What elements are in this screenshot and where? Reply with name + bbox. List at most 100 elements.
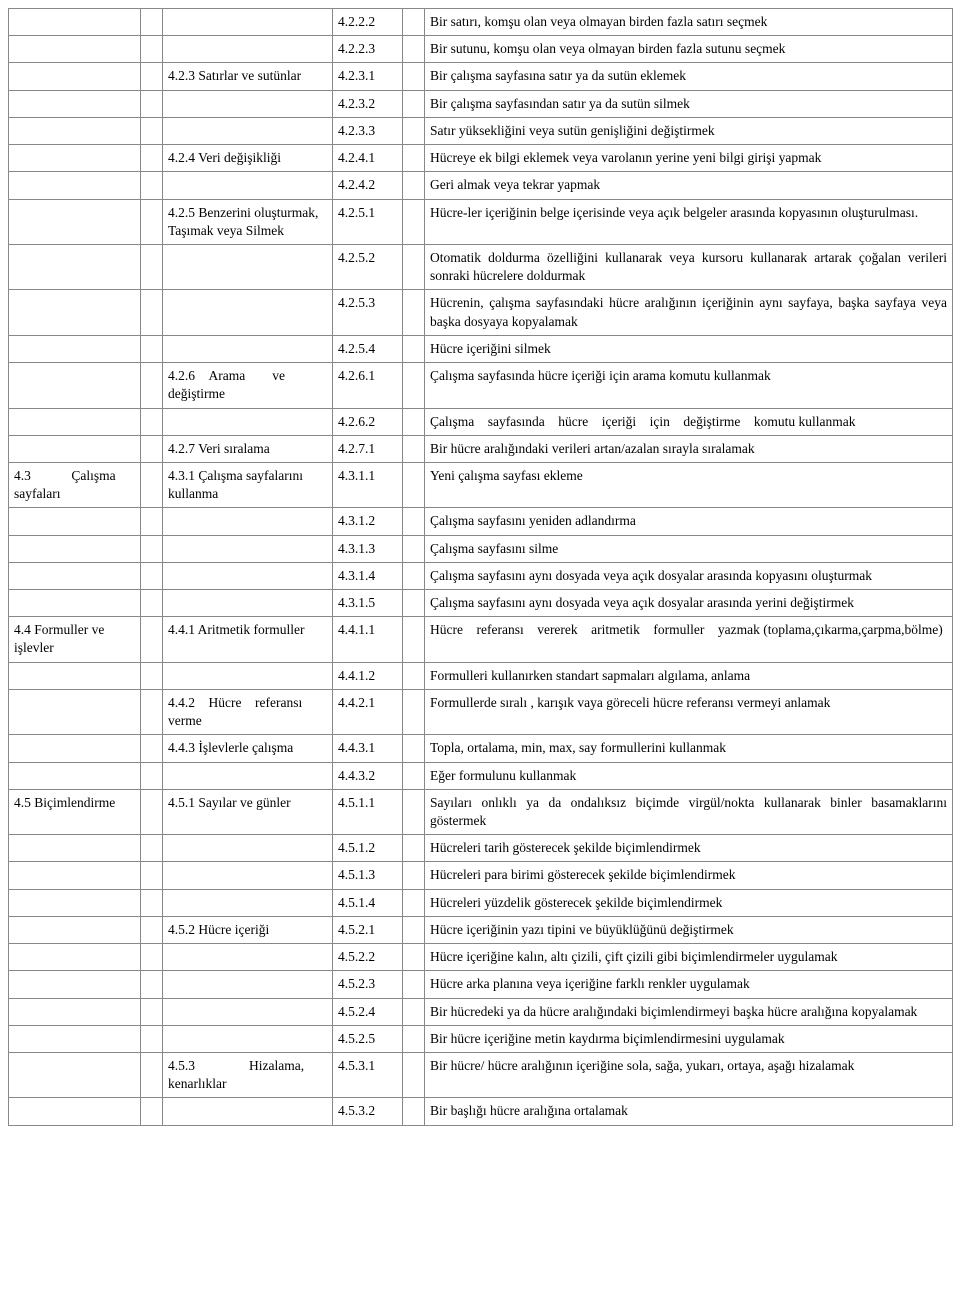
section-cell <box>9 63 141 90</box>
subsection-cell: 4.4.2 Hücre referansı verme <box>163 689 333 734</box>
spacer-cell <box>403 617 425 662</box>
description-cell: Hücreleri para birimi gösterecek şekilde… <box>425 862 953 889</box>
spacer-cell <box>141 889 163 916</box>
subsection-cell <box>163 244 333 289</box>
spacer-cell <box>141 971 163 998</box>
section-cell <box>9 9 141 36</box>
subsection-cell: 4.2.7 Veri sıralama <box>163 435 333 462</box>
table-row: 4.5.1.3Hücreleri para birimi gösterecek … <box>9 862 953 889</box>
description-cell: Bir sutunu, komşu olan veya olmayan bird… <box>425 36 953 63</box>
subsection-cell: 4.2.3 Satırlar ve sutünlar <box>163 63 333 90</box>
table-row: 4.2.5.4Hücre içeriğini silmek <box>9 335 953 362</box>
description-cell: Çalışma sayfasında hücre içeriği için ar… <box>425 363 953 408</box>
spacer-cell <box>403 762 425 789</box>
spacer-cell <box>403 535 425 562</box>
spacer-cell <box>403 244 425 289</box>
spacer-cell <box>403 408 425 435</box>
spacer-cell <box>403 562 425 589</box>
subsection-cell <box>163 36 333 63</box>
subsection-cell <box>163 562 333 589</box>
code-cell: 4.2.6.1 <box>333 363 403 408</box>
description-cell: Hücre içeriğinin yazı tipini ve büyüklüğ… <box>425 916 953 943</box>
subsection-cell <box>163 508 333 535</box>
code-cell: 4.4.3.2 <box>333 762 403 789</box>
spacer-cell <box>403 998 425 1025</box>
syllabus-table: 4.2.2.2Bir satırı, komşu olan veya olmay… <box>8 8 953 1126</box>
spacer-cell <box>403 508 425 535</box>
subsection-cell: 4.4.3 İşlevlerle çalışma <box>163 735 333 762</box>
code-cell: 4.4.1.1 <box>333 617 403 662</box>
code-cell: 4.2.3.3 <box>333 117 403 144</box>
spacer-cell <box>141 1052 163 1097</box>
table-row: 4.3.1.4Çalışma sayfasını aynı dosyada ve… <box>9 562 953 589</box>
section-cell <box>9 363 141 408</box>
spacer-cell <box>403 735 425 762</box>
section-cell <box>9 590 141 617</box>
table-row: 4.5.2.2Hücre içeriğine kalın, altı çizil… <box>9 944 953 971</box>
description-cell: Bir hücre aralığındaki verileri artan/az… <box>425 435 953 462</box>
spacer-cell <box>141 944 163 971</box>
section-cell <box>9 916 141 943</box>
table-row: 4.2.5 Benzerini oluşturmak, Taşımak veya… <box>9 199 953 244</box>
spacer-cell <box>141 617 163 662</box>
spacer-cell <box>403 435 425 462</box>
table-row: 4.5.2.4Bir hücredeki ya da hücre aralığı… <box>9 998 953 1025</box>
spacer-cell <box>403 835 425 862</box>
table-row: 4.4 Formuller ve işlevler 4.4.1 Aritmetik… <box>9 617 953 662</box>
table-row: 4.3.1.3Çalışma sayfasını silme <box>9 535 953 562</box>
description-cell: Formulleri kullanırken standart sapmalar… <box>425 662 953 689</box>
spacer-cell <box>403 889 425 916</box>
subsection-cell <box>163 590 333 617</box>
subsection-cell: 4.2.5 Benzerini oluşturmak, Taşımak veya… <box>163 199 333 244</box>
section-cell: 4.5 Biçimlendirme <box>9 789 141 834</box>
description-cell: Hücrenin, çalışma sayfasındaki hücre ara… <box>425 290 953 335</box>
section-cell <box>9 172 141 199</box>
spacer-cell <box>141 172 163 199</box>
code-cell: 4.3.1.2 <box>333 508 403 535</box>
subsection-cell: 4.2.6 Arama ve değiştirme <box>163 363 333 408</box>
code-cell: 4.2.2.3 <box>333 36 403 63</box>
spacer-cell <box>403 335 425 362</box>
subsection-cell <box>163 662 333 689</box>
table-row: 4.5 Biçimlendirme 4.5.1 Sayılar ve günler… <box>9 789 953 834</box>
table-row: 4.2.3.3Satır yüksekliğini veya sutün gen… <box>9 117 953 144</box>
subsection-cell <box>163 117 333 144</box>
code-cell: 4.4.1.2 <box>333 662 403 689</box>
subsection-cell <box>163 290 333 335</box>
section-cell <box>9 735 141 762</box>
section-cell <box>9 862 141 889</box>
subsection-cell <box>163 535 333 562</box>
section-cell: 4.3 Çalışma sayfaları <box>9 462 141 507</box>
subsection-cell <box>163 408 333 435</box>
spacer-cell <box>141 1098 163 1125</box>
spacer-cell <box>141 462 163 507</box>
section-cell: 4.4 Formuller ve işlevler <box>9 617 141 662</box>
description-cell: Eğer formulunu kullanmak <box>425 762 953 789</box>
section-cell <box>9 335 141 362</box>
table-row: 4.5.1.4Hücreleri yüzdelik gösterecek şek… <box>9 889 953 916</box>
subsection-cell: 4.5.1 Sayılar ve günler <box>163 789 333 834</box>
spacer-cell <box>141 36 163 63</box>
subsection-cell <box>163 9 333 36</box>
spacer-cell <box>403 36 425 63</box>
spacer-cell <box>141 662 163 689</box>
section-cell <box>9 244 141 289</box>
code-cell: 4.2.5.3 <box>333 290 403 335</box>
description-cell: Hücreye ek bilgi eklemek veya varolanın … <box>425 145 953 172</box>
section-cell <box>9 971 141 998</box>
section-cell <box>9 199 141 244</box>
code-cell: 4.2.3.1 <box>333 63 403 90</box>
code-cell: 4.5.1.1 <box>333 789 403 834</box>
spacer-cell <box>403 590 425 617</box>
subsection-cell: 4.4.1 Aritmetik formuller <box>163 617 333 662</box>
description-cell: Geri almak veya tekrar yapmak <box>425 172 953 199</box>
description-cell: Çalışma sayfasını yeniden adlandırma <box>425 508 953 535</box>
table-row: 4.2.4.2Geri almak veya tekrar yapmak <box>9 172 953 199</box>
spacer-cell <box>403 689 425 734</box>
code-cell: 4.3.1.4 <box>333 562 403 589</box>
code-cell: 4.3.1.5 <box>333 590 403 617</box>
code-cell: 4.5.3.1 <box>333 1052 403 1097</box>
spacer-cell <box>141 998 163 1025</box>
spacer-cell <box>403 1052 425 1097</box>
spacer-cell <box>141 1025 163 1052</box>
